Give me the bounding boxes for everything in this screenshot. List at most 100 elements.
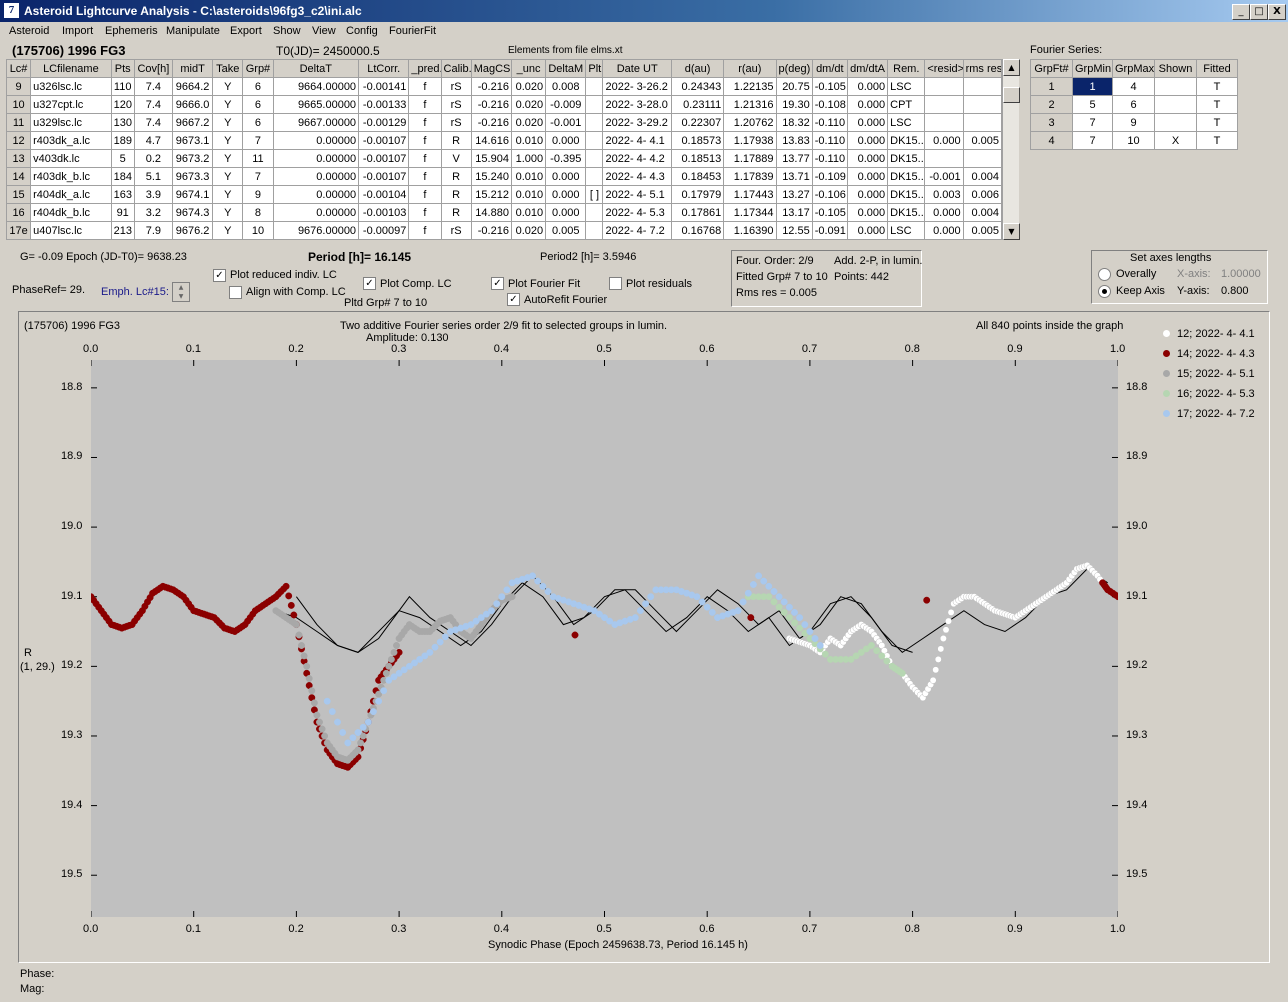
table-cell[interactable]: 0.008 bbox=[545, 77, 587, 96]
plot-reduced-checkbox[interactable]: ✓ bbox=[213, 269, 226, 282]
table-cell[interactable]: R bbox=[440, 203, 472, 222]
table-row[interactable]: 12 r403dk_a.lc 189 4.7 9673.1 Y 7 0.00000 -0.001… bbox=[5, 131, 1003, 150]
table-cell[interactable]: 1.000 bbox=[510, 149, 547, 168]
table-cell[interactable]: 3.9 bbox=[133, 185, 173, 204]
table-cell[interactable]: -0.395 bbox=[545, 149, 587, 168]
table-cell[interactable]: r404dk_b.lc bbox=[30, 203, 112, 222]
table-cell[interactable]: 13.27 bbox=[775, 185, 813, 204]
fourier-cell[interactable]: 9 bbox=[1112, 113, 1155, 132]
spin-up-icon[interactable]: ▲ bbox=[178, 284, 184, 291]
table-cell[interactable]: 2022- 4- 4.1 bbox=[602, 131, 672, 150]
lc-column-header[interactable]: p(deg) bbox=[775, 59, 813, 78]
table-cell[interactable]: -0.109 bbox=[811, 167, 848, 186]
table-cell[interactable]: 0.004 bbox=[962, 167, 1003, 186]
table-cell[interactable]: 2022- 4- 4.2 bbox=[602, 149, 672, 168]
table-cell[interactable]: 12.55 bbox=[775, 221, 813, 240]
table-cell[interactable]: -0.216 bbox=[470, 95, 512, 114]
table-cell[interactable]: R bbox=[440, 131, 472, 150]
lc-column-header[interactable]: midT bbox=[171, 59, 214, 78]
table-cell[interactable]: LSC bbox=[887, 221, 926, 240]
lc-column-header[interactable]: Calib. bbox=[440, 59, 472, 78]
fourier-cell[interactable]: 1 bbox=[1072, 77, 1113, 96]
plot-residuals-checkbox[interactable] bbox=[609, 277, 622, 290]
menu-config[interactable]: Config bbox=[346, 25, 378, 37]
lc-column-header[interactable]: Pts bbox=[110, 59, 135, 78]
table-cell[interactable]: LSC bbox=[887, 77, 926, 96]
table-cell[interactable]: f bbox=[408, 221, 442, 240]
table-cell[interactable]: 14.616 bbox=[470, 131, 512, 150]
table-cell[interactable]: -0.105 bbox=[811, 203, 848, 222]
table-cell[interactable]: 0.000 bbox=[924, 221, 964, 240]
table-cell[interactable]: -0.00129 bbox=[358, 113, 410, 132]
table-cell[interactable]: -0.00133 bbox=[358, 95, 410, 114]
table-cell[interactable]: 13.77 bbox=[775, 149, 813, 168]
table-cell[interactable] bbox=[585, 167, 604, 186]
table-cell[interactable] bbox=[585, 113, 604, 132]
menu-view[interactable]: View bbox=[312, 25, 336, 37]
plot-comp-checkbox[interactable]: ✓ bbox=[363, 277, 376, 290]
table-cell[interactable]: 4.7 bbox=[133, 131, 173, 150]
table-cell[interactable]: 0.000 bbox=[545, 203, 587, 222]
table-cell[interactable]: r404dk_a.lc bbox=[30, 185, 112, 204]
table-cell[interactable]: 0.020 bbox=[510, 77, 547, 96]
fourier-column-header[interactable]: GrpMin bbox=[1072, 59, 1113, 78]
fourier-cell[interactable]: 1 bbox=[1030, 77, 1073, 96]
table-cell[interactable]: 11 bbox=[5, 113, 32, 132]
table-cell[interactable]: 7 bbox=[242, 167, 274, 186]
menu-asteroid[interactable]: Asteroid bbox=[9, 25, 50, 37]
table-cell[interactable] bbox=[924, 149, 964, 168]
table-cell[interactable]: 14 bbox=[5, 167, 32, 186]
lc-column-header[interactable]: Rem. bbox=[887, 59, 926, 78]
table-cell[interactable]: u329lsc.lc bbox=[30, 113, 112, 132]
x-axis-value[interactable]: 1.00000 bbox=[1221, 268, 1261, 280]
table-cell[interactable]: -0.009 bbox=[545, 95, 587, 114]
table-cell[interactable]: 0.24343 bbox=[670, 77, 725, 96]
lc-column-header[interactable]: <resid> bbox=[924, 59, 964, 78]
table-cell[interactable]: 7 bbox=[242, 131, 274, 150]
table-cell[interactable]: 0.000 bbox=[545, 167, 587, 186]
table-cell[interactable] bbox=[924, 95, 964, 114]
table-cell[interactable]: 17e bbox=[5, 221, 32, 240]
maximize-button[interactable]: □ bbox=[1250, 4, 1268, 20]
table-scrollbar[interactable]: ▲ ▼ bbox=[1002, 59, 1020, 240]
fourier-cell[interactable]: 7 bbox=[1072, 113, 1113, 132]
overally-radio[interactable] bbox=[1098, 268, 1111, 281]
table-cell[interactable]: 15.904 bbox=[470, 149, 512, 168]
table-cell[interactable]: 130 bbox=[110, 113, 135, 132]
table-cell[interactable]: -0.00141 bbox=[358, 77, 410, 96]
table-cell[interactable]: 9674.1 bbox=[171, 185, 214, 204]
table-cell[interactable]: 12 bbox=[5, 131, 32, 150]
table-cell[interactable]: 10 bbox=[242, 221, 274, 240]
lc-column-header[interactable]: _pred. bbox=[408, 59, 442, 78]
lc-column-header[interactable]: rms res bbox=[962, 59, 1003, 78]
table-cell[interactable]: 0.000 bbox=[846, 185, 889, 204]
table-cell[interactable]: [ ] bbox=[585, 185, 604, 204]
table-cell[interactable]: 2022- 4- 5.1 bbox=[602, 185, 672, 204]
fourier-cell[interactable]: T bbox=[1196, 77, 1238, 96]
table-cell[interactable]: -0.00104 bbox=[358, 185, 410, 204]
table-cell[interactable]: 0.00000 bbox=[272, 149, 360, 168]
table-cell[interactable]: -0.00097 bbox=[358, 221, 410, 240]
table-cell[interactable]: 1.21316 bbox=[723, 95, 777, 114]
table-cell[interactable]: 0.000 bbox=[846, 77, 889, 96]
table-cell[interactable]: Y bbox=[212, 77, 244, 96]
table-cell[interactable]: 9 bbox=[5, 77, 32, 96]
table-cell[interactable]: 2022- 3-28.0 bbox=[602, 95, 672, 114]
table-cell[interactable]: 0.010 bbox=[510, 203, 547, 222]
table-cell[interactable]: f bbox=[408, 113, 442, 132]
table-cell[interactable]: DK15.. bbox=[887, 131, 926, 150]
table-row[interactable]: 10 u327cpt.lc 120 7.4 9666.0 Y 6 9665.00000 -0.0… bbox=[5, 95, 1003, 114]
fourier-cell[interactable]: 4 bbox=[1112, 77, 1155, 96]
table-cell[interactable]: 0.005 bbox=[962, 221, 1003, 240]
table-cell[interactable]: 5 bbox=[110, 149, 135, 168]
table-cell[interactable]: R bbox=[440, 167, 472, 186]
table-cell[interactable]: 9673.1 bbox=[171, 131, 214, 150]
table-cell[interactable]: -0.110 bbox=[811, 131, 848, 150]
table-cell[interactable]: 9676.00000 bbox=[272, 221, 360, 240]
fourier-column-header[interactable]: GrpFt# bbox=[1030, 59, 1073, 78]
plot-area[interactable] bbox=[91, 360, 1118, 917]
table-cell[interactable]: 9 bbox=[242, 185, 274, 204]
